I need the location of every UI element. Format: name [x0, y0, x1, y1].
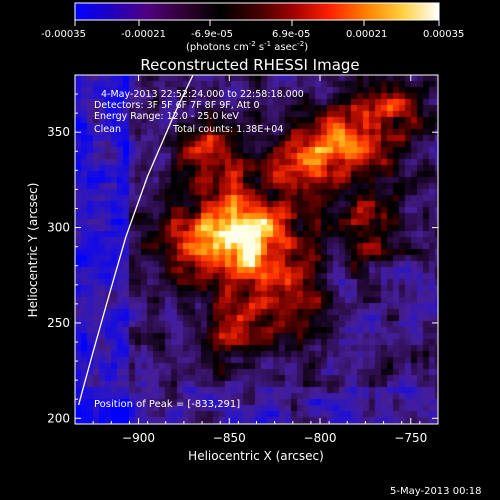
energy-range-annotation: Energy Range: 12.0 - 25.0 keV: [94, 111, 239, 122]
colorbar-tick-label: -0.00021: [121, 29, 166, 40]
x-axis-ticks: −900 −850 −800 −750: [92, 75, 439, 445]
x-tick-label: −850: [213, 431, 246, 445]
colorbar-tick-label: 0.00035: [423, 29, 464, 40]
y-tick-label: 200: [47, 411, 70, 425]
detectors-annotation: Detectors: 3F 5F 6F 7F 8F 9F, Att 0: [94, 100, 260, 111]
colorbar-tick-label: -0.00035: [41, 29, 86, 40]
colorbar-units: (photons cm-2 s-1 asec-2): [186, 40, 308, 53]
clean-label: Clean: [94, 124, 121, 135]
footer-timestamp: 5-May-2013 00:18: [390, 486, 482, 497]
colorbar-ticks: [74, 20, 440, 26]
colorbar-tick-label: -6.9e-05: [191, 29, 233, 40]
solar-limb-line: [77, 74, 194, 406]
x-tick-label: −750: [394, 431, 427, 445]
x-axis-label: Heliocentric X (arcsec): [188, 449, 324, 463]
y-tick-label: 250: [47, 316, 70, 330]
colorbar-tick-label: 0.00021: [346, 29, 387, 40]
time-range-annotation: 4-May-2013 22:52:24.000 to 22:58:18.000: [101, 89, 304, 100]
colorbar-tick-label: 6.9e-05: [272, 29, 310, 40]
colorbar-area: -0.00035 -0.00021 -6.9e-05 6.9e-05 0.000…: [41, 2, 464, 74]
chart-title: Reconstructed RHESSI Image: [140, 56, 359, 74]
y-axis-label: Heliocentric Y (arcsec): [26, 183, 40, 318]
y-axis-ticks: 200 250 300 350: [47, 93, 438, 425]
x-tick-label: −800: [304, 431, 337, 445]
y-tick-label: 300: [47, 221, 70, 235]
total-counts-annotation: Total counts: 1.38E+04: [172, 124, 283, 135]
rhessi-image-heatmap: [75, 75, 438, 424]
x-tick-label: −900: [122, 431, 155, 445]
peak-position-annotation: Position of Peak = [-833,291]: [94, 399, 240, 410]
colorbar: [74, 2, 440, 21]
y-tick-label: 350: [47, 125, 70, 139]
